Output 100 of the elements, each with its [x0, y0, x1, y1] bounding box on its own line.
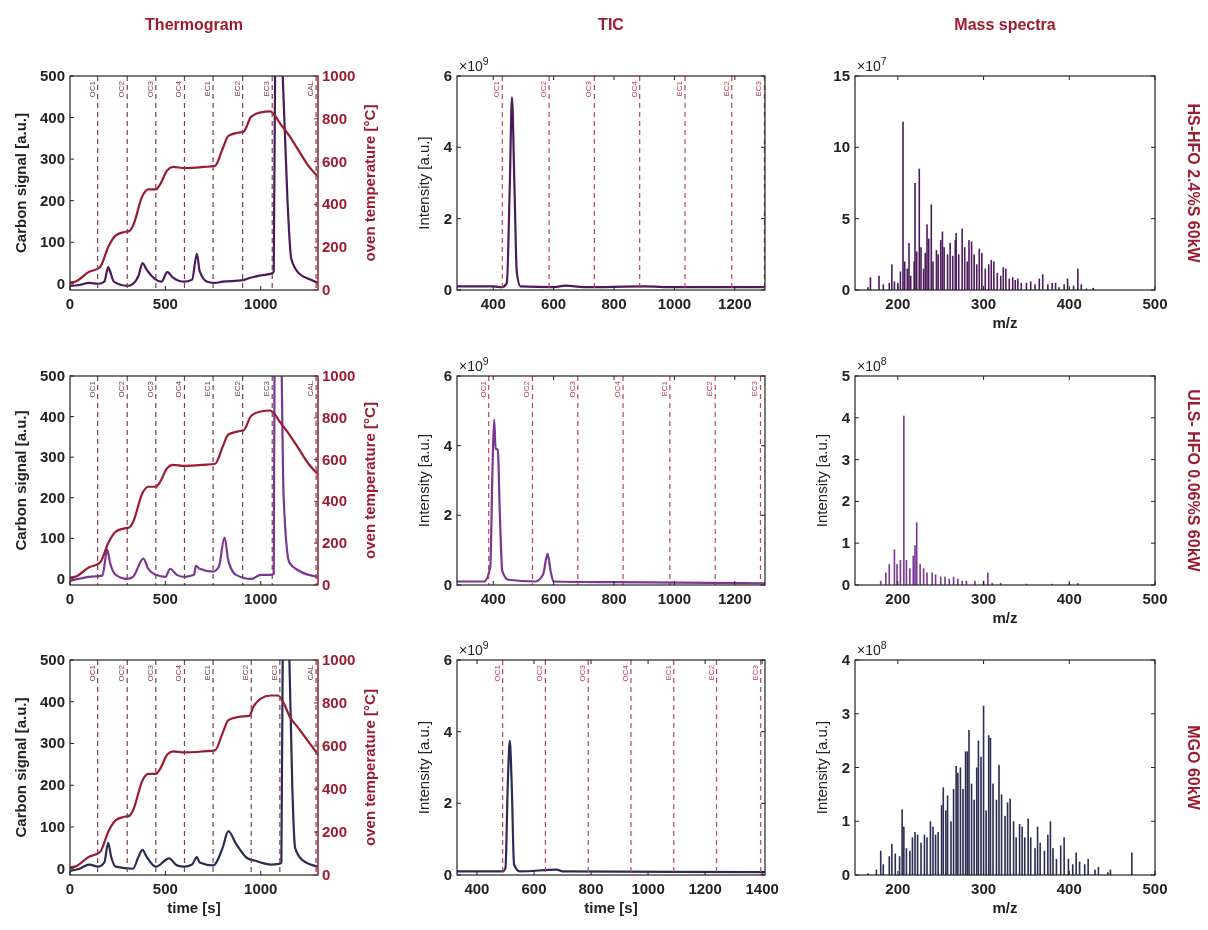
- ref-line-label: EC1: [203, 664, 213, 681]
- ref-line-label: CAL: [306, 664, 316, 681]
- ref-line-label: OC1: [87, 80, 97, 98]
- y-tick-label: 0: [443, 866, 452, 883]
- ref-line-label: OC1: [478, 380, 488, 398]
- y-tick-label: 3: [841, 450, 850, 468]
- ref-line-label: EC3: [269, 664, 279, 681]
- x-tick-label: 500: [1142, 880, 1168, 897]
- ref-line-label: CAL: [306, 80, 316, 97]
- x-tick-label: 600: [541, 295, 567, 312]
- ref-line-label: EC1: [674, 80, 684, 97]
- ref-line-label: OC4: [629, 80, 639, 98]
- x-tick-label: 400: [1056, 590, 1082, 607]
- x-tick-label: 1000: [657, 590, 692, 607]
- x-tick-label: 200: [885, 590, 911, 607]
- y2-tick-label: 800: [322, 408, 348, 426]
- y-axis-title: Intensity [a.u.]: [415, 136, 432, 230]
- ref-line-label: OC2: [539, 80, 549, 98]
- y-tick-label: 0: [841, 866, 850, 883]
- y2-tick-label: 400: [322, 492, 348, 510]
- y2-tick-label: 400: [322, 195, 348, 213]
- text: ×10$^{7}$: [857, 55, 887, 74]
- chart-title: TIC: [598, 16, 625, 33]
- text: ULS- HFO 0.06%S 60kW: [1185, 389, 1202, 573]
- chart-title: Thermogram: [145, 16, 243, 33]
- text: ×10$^{9}$: [459, 355, 489, 374]
- y2-tick-label: 0: [322, 281, 331, 298]
- y2-axis-title: oven temperature [°C]: [361, 689, 378, 846]
- y2-tick-label: 1000: [322, 651, 356, 668]
- y-tick-label: 0: [841, 576, 850, 593]
- ref-line-label: OC2: [117, 664, 127, 682]
- y2-tick-label: 1000: [322, 367, 356, 384]
- ref-line-label: OC2: [117, 80, 127, 98]
- y-axis-title: Intensity [a.u.]: [415, 720, 432, 815]
- y2-tick-label: 600: [322, 737, 348, 754]
- y-tick-label: 200: [39, 191, 65, 209]
- ref-line-label: EC1: [203, 380, 213, 397]
- text: HS-HFO 2.4%S 60kW: [1185, 103, 1202, 264]
- ref-line-label: EC2: [706, 664, 716, 681]
- y2-tick-label: 200: [322, 823, 348, 840]
- y2-tick-label: 0: [322, 866, 331, 883]
- x-tick-label: 300: [971, 880, 997, 897]
- y-axis-title: Carbon signal [a.u.]: [12, 410, 29, 551]
- y-tick-label: 4: [443, 722, 453, 740]
- y-tick-label: 15: [833, 67, 850, 84]
- ref-line-label: OC4: [620, 664, 630, 682]
- x-tick-label: 500: [1142, 295, 1168, 312]
- ref-line-label: OC4: [174, 380, 184, 398]
- ref-line-label: EC2: [705, 380, 715, 397]
- x-tick-label: 1200: [718, 295, 752, 312]
- ref-line-label: EC2: [721, 80, 731, 97]
- x-tick-label: 300: [971, 295, 997, 312]
- x-axis-title: time [s]: [167, 899, 221, 916]
- x-tick-label: 500: [152, 590, 178, 607]
- x-tick-label: 600: [521, 880, 547, 897]
- ref-line-label: OC2: [522, 380, 532, 398]
- y2-axis-title: oven temperature [°C]: [361, 104, 378, 262]
- y-tick-label: 500: [39, 651, 65, 668]
- y-tick-label: 1: [841, 534, 850, 552]
- x-tick-label: 800: [601, 590, 627, 607]
- ref-line-label: OC1: [492, 664, 502, 682]
- y-tick-label: 0: [56, 274, 65, 292]
- y-tick-label: 6: [443, 651, 452, 668]
- x-tick-label: 400: [464, 880, 490, 897]
- ref-line-label: EC3: [750, 380, 760, 397]
- x-axis-title: m/z: [992, 609, 1018, 626]
- y-axis-title: Intensity [a.u.]: [813, 433, 830, 528]
- y-tick-label: 300: [39, 448, 65, 466]
- ref-line-label: EC1: [663, 664, 673, 681]
- y2-axis-title: oven temperature [°C]: [361, 402, 378, 559]
- ref-line-label: OC2: [117, 380, 127, 398]
- x-axis-title: m/z: [992, 899, 1018, 916]
- ref-line-label: OC4: [174, 80, 184, 98]
- y-tick-label: 300: [39, 734, 65, 752]
- x-tick-label: 1000: [657, 295, 692, 312]
- y-tick-label: 4: [841, 408, 851, 426]
- x-tick-label: 1200: [718, 590, 752, 607]
- x-tick-label: 400: [1056, 880, 1082, 897]
- y-tick-label: 4: [443, 138, 453, 156]
- y-tick-label: 100: [39, 529, 65, 547]
- x-tick-label: 1200: [688, 880, 722, 897]
- text: ×10$^{8}$: [857, 355, 887, 374]
- y-tick-label: 6: [443, 67, 452, 84]
- text: ×10$^{9}$: [459, 639, 489, 658]
- ref-line-label: OC1: [87, 380, 97, 398]
- y-tick-label: 400: [39, 407, 65, 425]
- ref-line-label: EC3: [754, 80, 764, 97]
- x-tick-label: 300: [971, 590, 997, 607]
- y-tick-label: 1: [841, 812, 850, 830]
- x-tick-label: 400: [1056, 295, 1082, 312]
- y-tick-label: 400: [39, 108, 65, 126]
- chart-title: Mass spectra: [954, 16, 1056, 33]
- y-tick-label: 0: [443, 576, 452, 593]
- ref-line-label: OC3: [584, 80, 594, 98]
- text: ×10$^{8}$: [857, 639, 887, 658]
- y-tick-label: 4: [841, 651, 851, 668]
- x-axis-title: time [s]: [584, 899, 638, 916]
- y-tick-label: 2: [841, 492, 850, 510]
- y2-tick-label: 600: [322, 152, 348, 170]
- x-tick-label: 500: [152, 880, 178, 897]
